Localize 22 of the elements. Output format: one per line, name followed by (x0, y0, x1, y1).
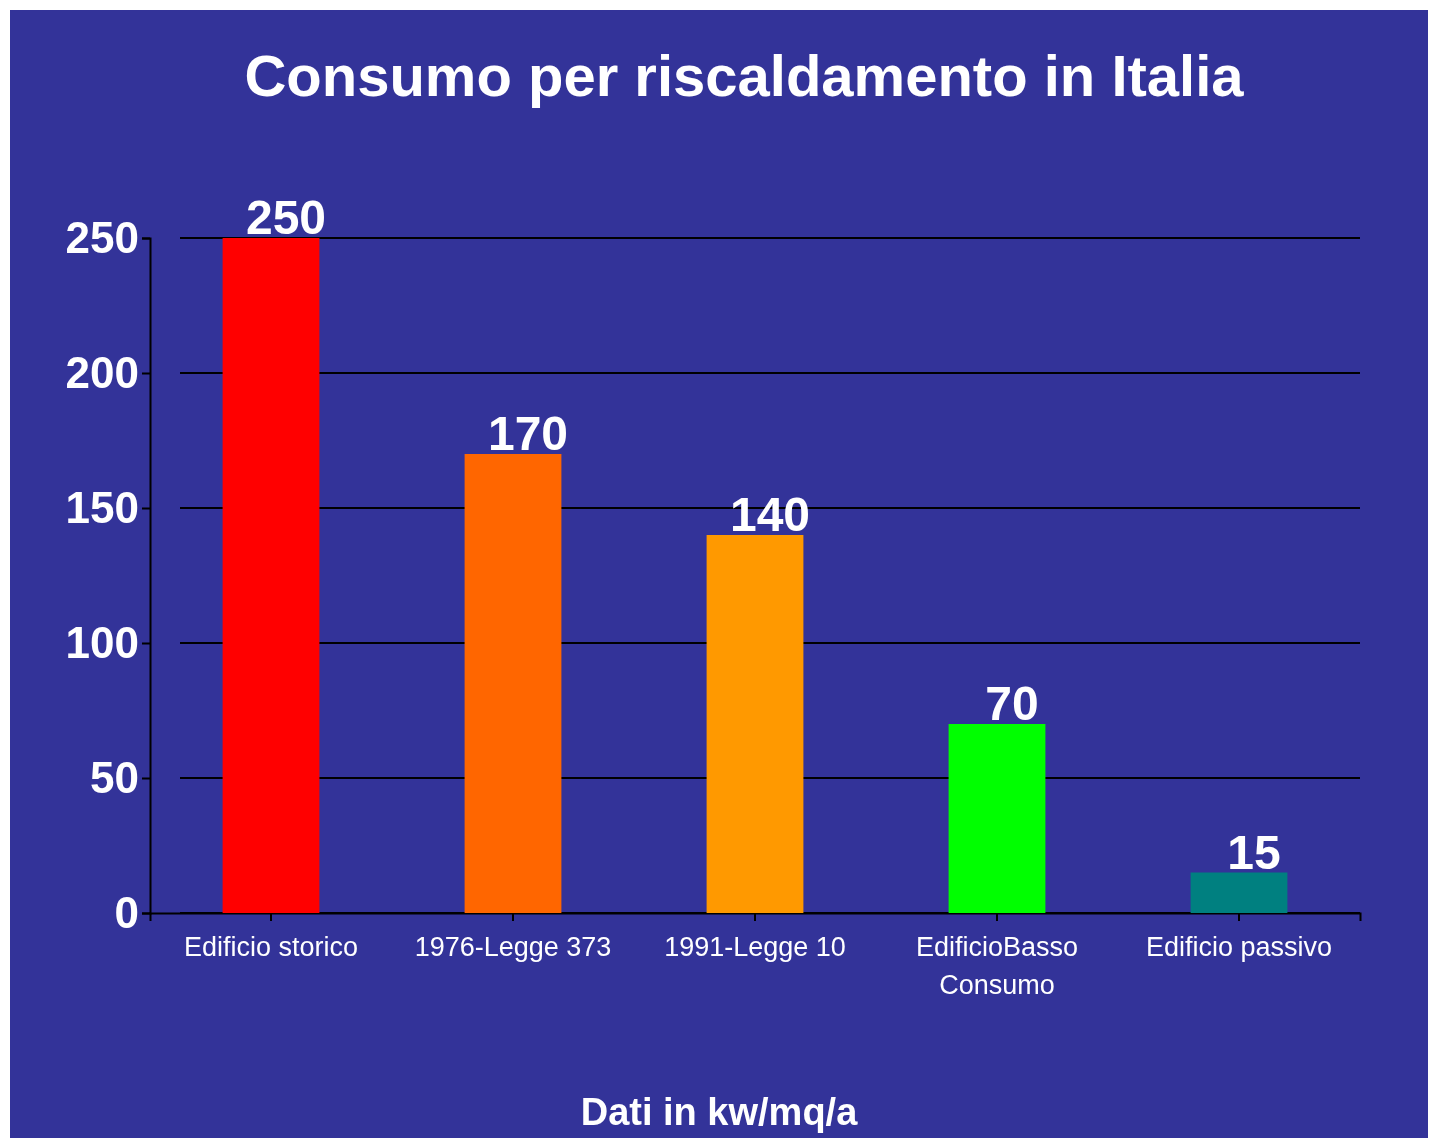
bar (464, 454, 562, 913)
y-tick-label: 0 (114, 887, 139, 937)
y-tick-label: 250 (65, 212, 139, 262)
x-tick-label: 1991-Legge 10 (664, 932, 846, 963)
x-tick-label: EdificioBasso Consumo (915, 932, 1079, 1001)
y-tick-label: 150 (65, 482, 139, 532)
x-tick-label: Edificio passivo (1145, 932, 1333, 963)
x-axis-title: Dati in kw/mq/a (580, 1091, 859, 1133)
bar (222, 238, 320, 913)
data-label: 15 (1227, 825, 1281, 879)
bar (948, 724, 1046, 913)
bar (706, 535, 804, 913)
x-tick-label: Edificio storico (183, 932, 359, 963)
y-tick-label: 100 (65, 617, 139, 667)
data-label: 70 (985, 677, 1039, 730)
x-tick-label: 1976-Legge 373 (414, 932, 612, 963)
y-tick-label: 200 (65, 347, 139, 397)
data-label: 250 (245, 191, 327, 244)
bar (1190, 872, 1288, 913)
y-tick-label: 50 (90, 752, 139, 802)
data-label: 170 (487, 407, 569, 460)
chart-title: Consumo per riscaldamento in Italia (244, 43, 1245, 108)
